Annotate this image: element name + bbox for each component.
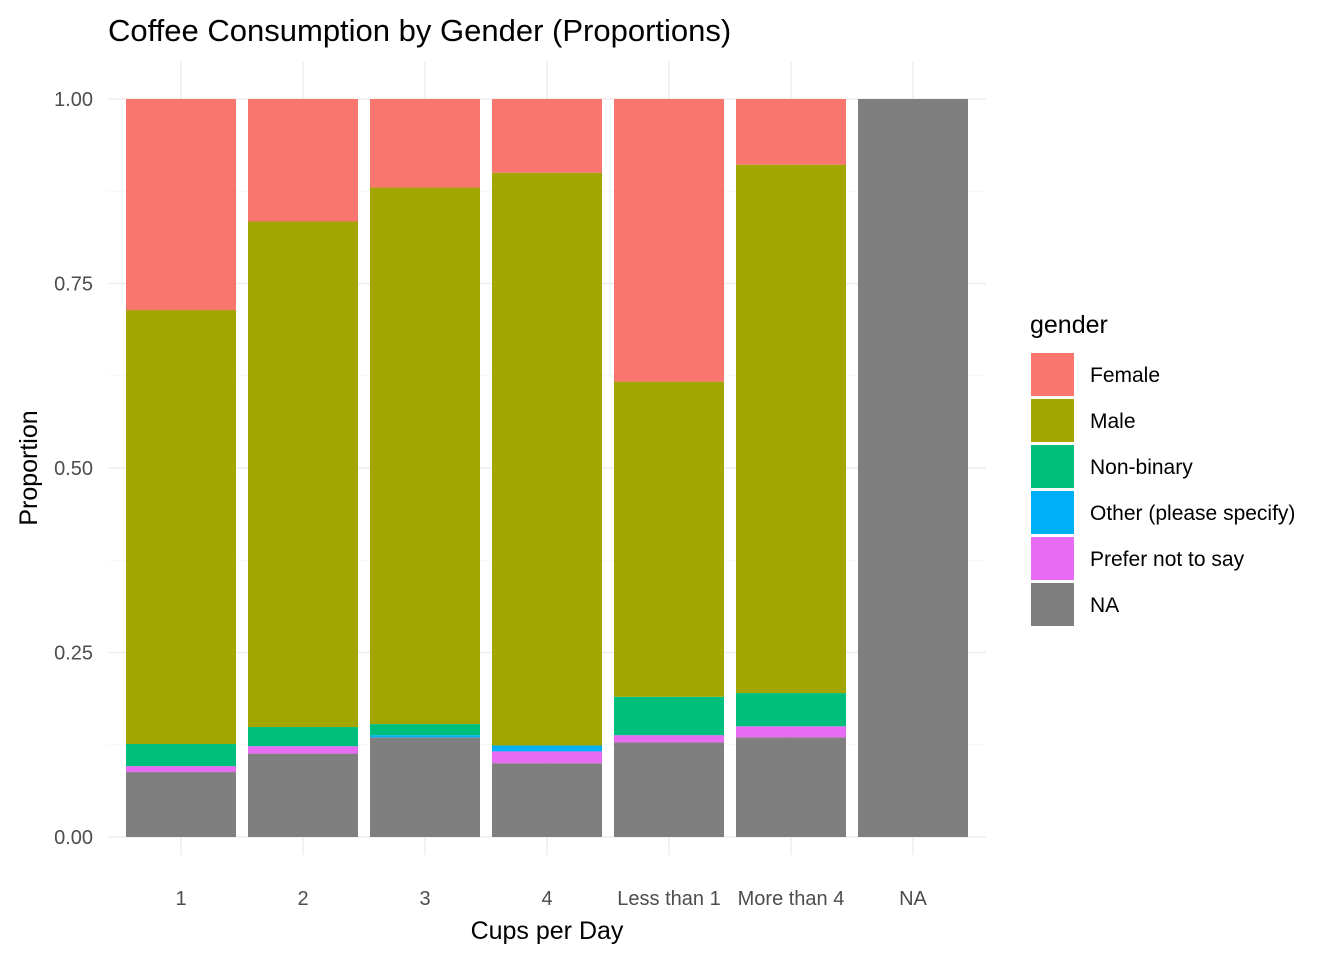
x-tick-label: More than 4 (738, 888, 845, 910)
bar-less-than-1-male (614, 381, 724, 697)
legend-label: Prefer not to say (1090, 548, 1245, 571)
legend-title: gender (1030, 311, 1108, 339)
x-tick-label: 3 (419, 888, 430, 910)
bar-4-male (492, 172, 602, 746)
y-tick-label: 0.00 (54, 827, 93, 849)
bars (126, 99, 968, 837)
x-axis-title: Cups per Day (471, 917, 624, 945)
y-tick-label: 1.00 (54, 89, 93, 111)
bar-4-prefer-not-to-say (492, 751, 602, 764)
bar-3-male (370, 187, 480, 725)
bar-less-than-1-prefer-not-to-say (614, 735, 724, 743)
legend-key (1031, 491, 1074, 534)
bar-3-female (370, 99, 480, 188)
bar-more-than-4-female (736, 99, 846, 165)
legend: gender Female Male Non-binary Other (please… (1030, 311, 1295, 626)
legend-label: NA (1090, 594, 1119, 617)
legend-key (1031, 399, 1074, 442)
legend-key (1031, 537, 1074, 580)
bar-more-than-4-prefer-not-to-say (736, 726, 846, 738)
bar-2-prefer-not-to-say (248, 746, 358, 754)
bar-2-non-binary (248, 727, 358, 747)
legend-label: Female (1090, 364, 1160, 387)
bar-more-than-4-male (736, 164, 846, 694)
bar-1-prefer-not-to-say (126, 766, 236, 773)
x-tick-label: 1 (175, 888, 186, 910)
bar-3-na (370, 737, 480, 837)
bar-4-na (492, 763, 602, 837)
y-axis-title: Proportion (15, 410, 43, 525)
bar-1-non-binary (126, 744, 236, 767)
y-axis-ticks: 0.00 0.25 0.50 0.75 1.00 (54, 89, 93, 849)
bar-more-than-4-na (736, 737, 846, 837)
bar-4-female (492, 99, 602, 173)
legend-key (1031, 445, 1074, 488)
bar-1-female (126, 99, 236, 311)
y-tick-label: 0.75 (54, 274, 93, 296)
x-tick-label: NA (899, 888, 927, 910)
y-tick-label: 0.50 (54, 458, 93, 480)
chart-title: Coffee Consumption by Gender (Proportion… (108, 13, 731, 48)
bar-4-other-please-specify- (492, 745, 602, 752)
legend-key (1031, 583, 1074, 626)
legend-label: Male (1090, 410, 1136, 433)
x-tick-label: 4 (541, 888, 552, 910)
bar-3-other-please-specify- (370, 735, 480, 738)
bar-more-than-4-non-binary (736, 693, 846, 727)
bar-na-na (858, 99, 968, 837)
bar-less-than-1-non-binary (614, 696, 724, 736)
bar-2-female (248, 99, 358, 222)
bar-1-male (126, 310, 236, 745)
y-tick-label: 0.25 (54, 643, 93, 665)
bar-1-na (126, 772, 236, 837)
legend-label: Non-binary (1090, 456, 1193, 479)
legend-key (1031, 353, 1074, 396)
bar-3-non-binary (370, 724, 480, 736)
bar-2-na (248, 753, 358, 837)
bar-less-than-1-na (614, 742, 724, 837)
bar-less-than-1-female (614, 99, 724, 382)
legend-label: Other (please specify) (1090, 502, 1295, 525)
x-tick-label: Less than 1 (617, 888, 720, 910)
x-axis-ticks: 1 2 3 4 Less than 1 More than 4 NA (175, 888, 927, 910)
x-tick-label: 2 (297, 888, 308, 910)
bar-2-male (248, 221, 358, 728)
legend-items: Female Male Non-binary Other (please specif… (1031, 353, 1295, 626)
